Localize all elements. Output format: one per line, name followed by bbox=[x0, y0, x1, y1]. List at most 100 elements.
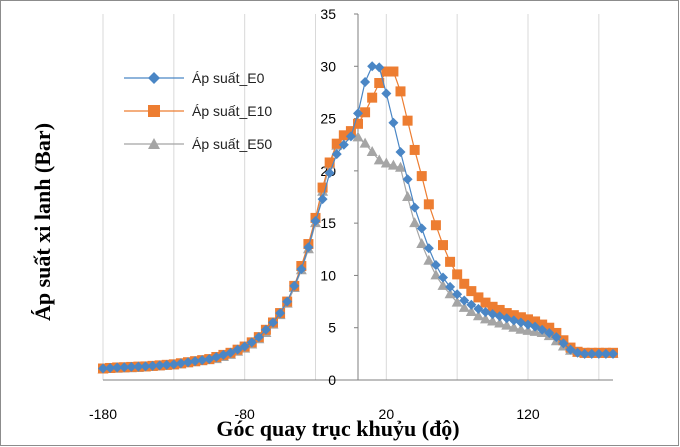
data-point-square bbox=[409, 144, 420, 155]
data-point-triangle bbox=[409, 217, 421, 228]
data-point-square bbox=[473, 292, 484, 303]
data-point-diamond bbox=[416, 223, 427, 234]
data-point-diamond bbox=[579, 348, 590, 359]
y-tick-label: 30 bbox=[320, 58, 336, 74]
data-point-triangle bbox=[472, 310, 484, 321]
data-point-square bbox=[381, 66, 392, 77]
series-diamond bbox=[98, 61, 618, 374]
data-point-triangle bbox=[352, 131, 364, 142]
x-tick-label: -180 bbox=[89, 406, 117, 422]
data-point-diamond bbox=[473, 303, 484, 314]
data-point-square bbox=[508, 310, 519, 321]
data-point-square bbox=[395, 86, 406, 97]
data-point-diamond bbox=[409, 202, 420, 213]
y-tick-labels: 05101520253035 bbox=[320, 6, 336, 388]
data-point-triangle bbox=[480, 313, 491, 324]
data-point-diamond bbox=[225, 347, 236, 358]
data-point-triangle bbox=[395, 161, 406, 172]
data-point-diamond bbox=[126, 361, 137, 372]
data-point-square bbox=[353, 118, 363, 129]
data-point-diamond bbox=[600, 348, 611, 359]
series-layer bbox=[97, 61, 619, 374]
data-point-triangle bbox=[458, 301, 470, 312]
data-point-triangle bbox=[494, 317, 506, 328]
axes bbox=[103, 13, 613, 381]
data-point-diamond bbox=[572, 347, 583, 358]
data-point-square bbox=[515, 312, 526, 323]
legend-square-marker bbox=[148, 105, 160, 117]
data-point-diamond bbox=[459, 295, 470, 306]
legend-item-e0: Áp suất_E0 bbox=[124, 70, 265, 86]
data-point-triangle bbox=[402, 191, 414, 201]
data-point-triangle bbox=[416, 238, 428, 249]
data-point-triangle bbox=[380, 157, 392, 168]
data-point-diamond bbox=[175, 358, 186, 369]
data-point-diamond bbox=[232, 344, 243, 355]
data-point-diamond bbox=[565, 344, 576, 355]
data-point-diamond bbox=[544, 327, 555, 338]
data-point-diamond bbox=[381, 88, 392, 99]
x-tick-label: 20 bbox=[379, 406, 395, 422]
data-point-square bbox=[317, 182, 328, 193]
data-point-diamond bbox=[197, 355, 208, 366]
data-point-triangle bbox=[515, 323, 527, 334]
data-point-triangle bbox=[451, 296, 463, 307]
data-point-triangle bbox=[366, 146, 378, 157]
data-point-square bbox=[331, 138, 342, 149]
y-tick-label: 5 bbox=[328, 320, 336, 336]
data-point-square bbox=[494, 304, 505, 315]
legend-triangle-marker bbox=[148, 138, 160, 149]
data-point-diamond bbox=[190, 356, 201, 367]
data-point-diamond bbox=[586, 348, 597, 359]
data-point-triangle bbox=[501, 319, 513, 330]
data-point-triangle bbox=[465, 306, 477, 317]
x-tick-labels: -180 -80 20 120 bbox=[89, 406, 540, 422]
data-point-diamond bbox=[438, 272, 448, 283]
data-point-diamond bbox=[537, 324, 548, 335]
legend-item-e10: Áp suất_E10 bbox=[124, 103, 272, 119]
data-point-diamond bbox=[119, 362, 130, 373]
data-point-diamond bbox=[395, 147, 406, 158]
y-tick-label: 0 bbox=[328, 372, 336, 388]
data-point-diamond bbox=[310, 216, 321, 227]
data-point-diamond bbox=[98, 363, 108, 374]
data-point-triangle bbox=[508, 321, 520, 332]
legend-diamond-marker bbox=[148, 72, 160, 84]
data-point-diamond bbox=[112, 362, 123, 373]
data-point-diamond bbox=[275, 308, 286, 319]
y-tick-label: 10 bbox=[320, 267, 336, 283]
legend-label-e10: Áp suất_E10 bbox=[192, 103, 272, 119]
data-point-square bbox=[438, 240, 448, 251]
data-point-square bbox=[324, 157, 335, 168]
x-tick-label: 120 bbox=[516, 406, 540, 422]
data-point-diamond bbox=[260, 324, 271, 335]
data-point-diamond bbox=[345, 131, 356, 142]
data-point-square bbox=[445, 256, 456, 267]
data-point-diamond bbox=[466, 299, 477, 310]
data-point-triangle bbox=[423, 254, 435, 265]
data-point-diamond bbox=[289, 280, 300, 291]
data-point-diamond bbox=[551, 332, 562, 343]
data-point-square bbox=[544, 322, 555, 333]
data-point-square bbox=[530, 316, 541, 327]
data-point-square bbox=[459, 278, 470, 289]
data-point-square bbox=[374, 78, 385, 89]
data-point-square bbox=[523, 314, 533, 325]
data-point-diamond bbox=[105, 362, 116, 373]
x-axis-title: Góc quay trục khuỷu (độ) bbox=[216, 416, 459, 441]
data-point-diamond bbox=[246, 337, 257, 348]
data-point-diamond bbox=[367, 61, 378, 72]
data-point-square bbox=[466, 286, 477, 297]
data-point-square bbox=[423, 199, 434, 210]
data-point-square bbox=[360, 107, 371, 118]
data-point-triangle bbox=[522, 324, 534, 335]
data-point-diamond bbox=[183, 357, 193, 368]
data-point-diamond bbox=[268, 317, 278, 328]
x-tick-label: -80 bbox=[235, 406, 255, 422]
data-point-diamond bbox=[140, 361, 151, 372]
data-point-diamond bbox=[593, 348, 604, 359]
data-point-diamond bbox=[360, 76, 371, 87]
data-point-diamond bbox=[388, 117, 399, 128]
data-point-diamond bbox=[161, 359, 172, 370]
